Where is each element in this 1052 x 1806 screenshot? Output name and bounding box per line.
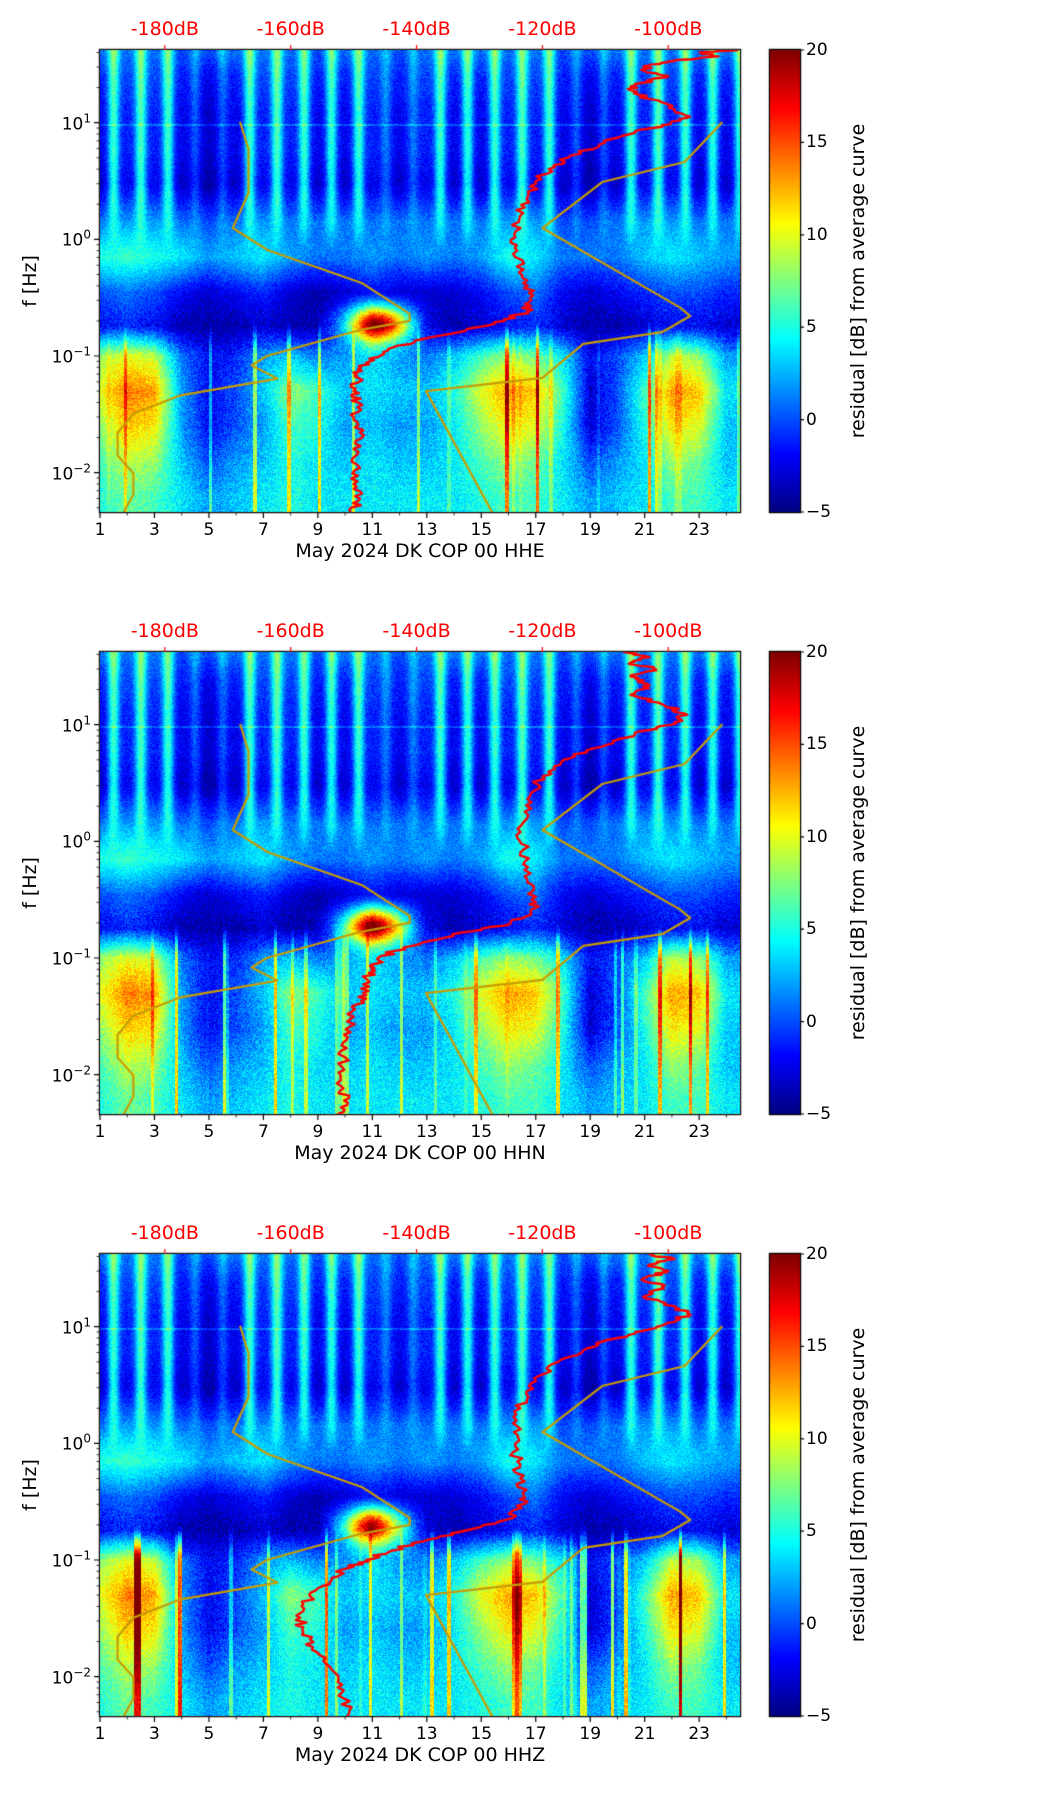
spectrogram-heatmap [100, 1254, 740, 1716]
colorbar-tick-label: 15 [806, 132, 828, 153]
top-axis-tick-label: -180dB [130, 620, 199, 642]
x-tick-label: 19 [579, 520, 602, 540]
spectrogram-heatmap [100, 50, 740, 512]
spectrogram-panel-hhe: -180dB -160dB -140dB -120dB -100dB f [Hz] 10… [0, 0, 1052, 602]
x-axis-label: May 2024 DK COP 00 HHZ [294, 1744, 546, 1766]
x-tick-label: 5 [203, 1122, 215, 1142]
x-tick-label: 3 [149, 1122, 160, 1142]
x-tick-label: 11 [361, 520, 384, 540]
colorbar-label: residual [dB] from average curve [847, 725, 869, 1041]
colorbar-tick-label: 0 [806, 1011, 817, 1032]
y-tick-label: 10−1 [51, 946, 91, 970]
x-tick-label: 1 [94, 1724, 106, 1744]
y-axis-label: f [Hz] [19, 255, 41, 307]
colorbar-label: residual [dB] from average curve [847, 123, 869, 439]
x-tick-label: 13 [415, 520, 438, 540]
x-tick-label: 9 [312, 520, 324, 540]
colorbar-tick-label: 0 [806, 409, 817, 430]
x-tick-label: 15 [470, 1122, 493, 1142]
colorbar-tick-label: 5 [806, 919, 817, 940]
y-tick-label: 101 [61, 713, 91, 737]
x-tick-label: 23 [688, 1122, 710, 1142]
x-tick-label: 11 [361, 1724, 384, 1744]
y-tick-label: 100 [61, 830, 91, 853]
top-axis-tick-label: -140dB [382, 620, 451, 642]
colorbar-tick-label: 10 [806, 1428, 828, 1449]
x-tick-label: 19 [579, 1122, 602, 1142]
x-tick-label: 7 [257, 520, 269, 540]
top-axis-tick-label: -160dB [256, 620, 325, 642]
x-tick-label: 13 [415, 1122, 438, 1142]
top-axis-tick-label: -120dB [508, 620, 577, 642]
colorbar-tick-label: 0 [806, 1613, 817, 1634]
x-tick-label: 9 [312, 1122, 324, 1142]
x-tick-label: 15 [470, 1724, 493, 1744]
x-tick-label: 1 [94, 1122, 106, 1142]
y-tick-label: 10−1 [51, 1548, 91, 1572]
top-axis-tick-label: -140dB [382, 1222, 451, 1244]
x-tick-label: 17 [524, 1122, 547, 1142]
spectrogram-panel-hhn: -180dB -160dB -140dB -120dB -100dB f [Hz] 10… [0, 602, 1052, 1204]
y-tick-label: 10−2 [51, 1063, 91, 1086]
x-tick-label: 7 [257, 1724, 269, 1744]
y-tick-label: 100 [61, 1432, 91, 1455]
y-tick-label: 100 [61, 228, 91, 251]
top-axis-tick-label: -100dB [634, 18, 703, 40]
top-axis-tick-label: -180dB [130, 1222, 199, 1244]
colorbar-tick-label: −5 [806, 1706, 832, 1726]
colorbar-tick-label: 5 [806, 1521, 817, 1542]
x-tick-label: 23 [688, 1724, 710, 1744]
x-tick-label: 3 [149, 520, 160, 540]
colorbar-tick-label: 15 [806, 734, 828, 755]
y-tick-label: 101 [61, 1315, 91, 1339]
colorbar-tick-label: 15 [806, 1336, 828, 1357]
x-tick-label: 17 [524, 520, 547, 540]
colorbar-label: residual [dB] from average curve [847, 1327, 869, 1643]
x-tick-label: 3 [149, 1724, 160, 1744]
x-axis-label: May 2024 DK COP 00 HHE [295, 540, 545, 562]
x-tick-label: 1 [94, 520, 106, 540]
y-tick-label: 10−2 [51, 1665, 91, 1688]
colorbar-tick-label: 20 [806, 1244, 828, 1264]
top-axis-tick-label: -100dB [634, 1222, 703, 1244]
x-tick-label: 13 [415, 1724, 438, 1744]
x-tick-label: 9 [312, 1724, 324, 1744]
top-axis-tick-label: -140dB [382, 18, 451, 40]
x-tick-label: 7 [257, 1122, 269, 1142]
top-axis-tick-label: -160dB [256, 1222, 325, 1244]
top-axis-tick-label: -120dB [508, 18, 577, 40]
colorbar-tick-label: −5 [806, 502, 832, 522]
x-tick-label: 5 [203, 520, 215, 540]
x-tick-label: 21 [633, 1724, 656, 1744]
y-axis-label: f [Hz] [19, 1459, 41, 1511]
top-axis-tick-label: -120dB [508, 1222, 577, 1244]
spectrogram-heatmap [100, 652, 740, 1114]
x-tick-label: 5 [203, 1724, 215, 1744]
x-tick-label: 17 [524, 1724, 547, 1744]
x-tick-label: 15 [470, 520, 493, 540]
colorbar-tick-label: 10 [806, 826, 828, 847]
colorbar-tick-label: 20 [806, 40, 828, 60]
x-tick-label: 11 [361, 1122, 384, 1142]
y-tick-label: 10−1 [51, 344, 91, 368]
colorbar-tick-label: 10 [806, 224, 828, 245]
y-tick-label: 10−2 [51, 461, 91, 484]
y-axis-label: f [Hz] [19, 857, 41, 909]
top-axis-tick-label: -180dB [130, 18, 199, 40]
x-tick-label: 21 [633, 1122, 656, 1142]
spectrogram-panel-hhz: -180dB -160dB -140dB -120dB -100dB f [Hz] 10… [0, 1204, 1052, 1806]
x-tick-label: 19 [579, 1724, 602, 1744]
x-axis-label: May 2024 DK COP 00 HHN [294, 1142, 546, 1164]
top-axis-tick-label: -100dB [634, 620, 703, 642]
colorbar-tick-label: 5 [806, 317, 817, 338]
colorbar-tick-label: −5 [806, 1104, 832, 1124]
y-tick-label: 101 [61, 111, 91, 135]
colorbar-tick-label: 20 [806, 642, 828, 662]
x-tick-label: 23 [688, 520, 710, 540]
top-axis-tick-label: -160dB [256, 18, 325, 40]
x-tick-label: 21 [633, 520, 656, 540]
